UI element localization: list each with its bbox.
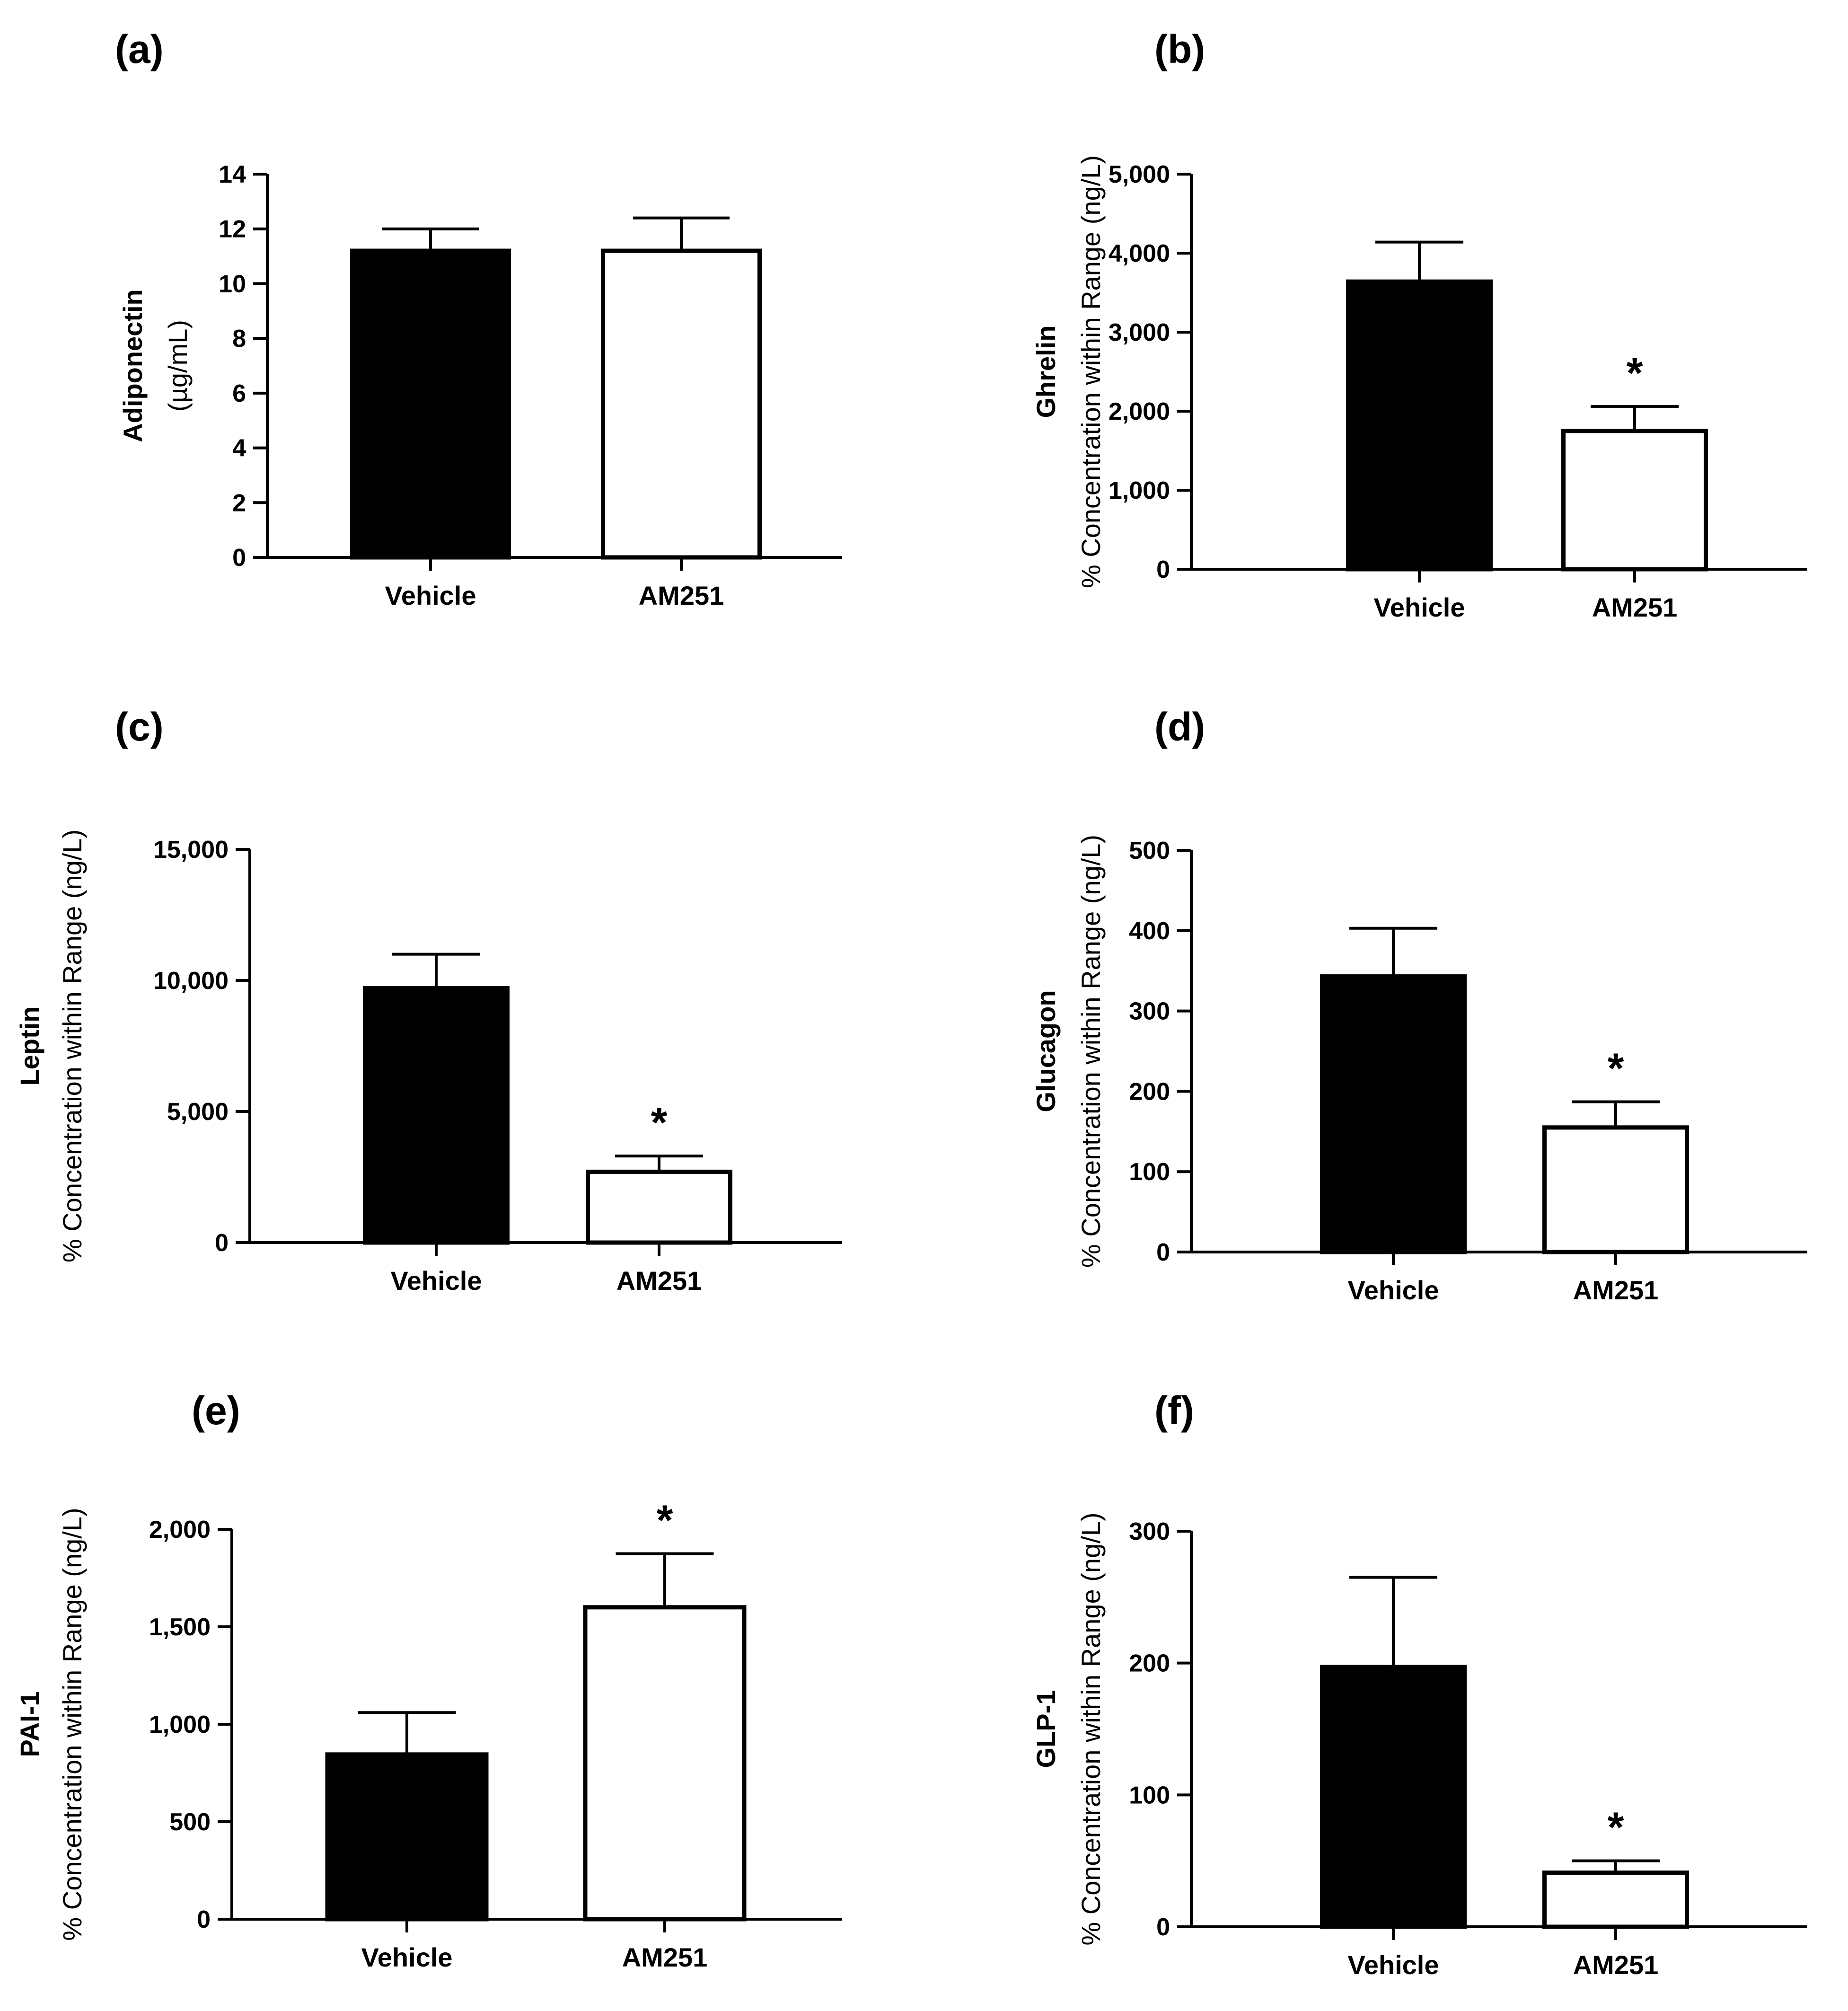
significance-star: * <box>1607 1045 1624 1092</box>
category-label-vehicle: Vehicle <box>1347 1950 1439 1980</box>
y-tick-label: 2,000 <box>1109 398 1170 425</box>
bar-am251 <box>1561 429 1708 572</box>
panel-label: (b) <box>1154 27 1205 71</box>
category-label-am251: AM251 <box>622 1942 708 1972</box>
y-axis-unit: % Concentration within Range (ng/L) <box>1076 1512 1106 1945</box>
y-tick-label: 10 <box>219 270 246 298</box>
panel-label: (d) <box>1154 705 1205 749</box>
bar-am251 <box>586 1169 732 1245</box>
y-axis-title: Leptin <box>15 1006 44 1086</box>
y-tick-label: 2,000 <box>149 1516 211 1544</box>
bar-vehicle <box>1346 279 1493 572</box>
bar-am251 <box>1542 1870 1689 1929</box>
category-label-am251: AM251 <box>1573 1950 1659 1980</box>
chart-panel-e: (e) * 0 500 1,000 1,500 2,000 Vehicle AM251 PAI-1… <box>15 1388 842 1972</box>
y-tick-label: 1,500 <box>149 1614 211 1641</box>
y-tick-label: 0 <box>215 1229 229 1257</box>
y-tick-label: 0 <box>1156 1239 1170 1266</box>
bar-am251 <box>583 1605 747 1922</box>
bar-vehicle <box>1320 1665 1467 1929</box>
category-label-am251: AM251 <box>616 1266 702 1296</box>
y-tick-label: 14 <box>219 161 246 188</box>
bar-am251 <box>1542 1125 1689 1254</box>
y-axis-title: GLP-1 <box>1031 1690 1061 1768</box>
y-tick-label: 300 <box>1129 998 1170 1025</box>
y-axis-title: PAI-1 <box>15 1692 44 1757</box>
y-tick-label: 5,000 <box>1109 161 1170 188</box>
category-label-vehicle: Vehicle <box>1373 592 1465 622</box>
bar-vehicle <box>325 1752 489 1922</box>
category-label-vehicle: Vehicle <box>390 1266 482 1296</box>
category-label-vehicle: Vehicle <box>385 581 476 610</box>
significance-star: * <box>656 1497 673 1544</box>
chart-panel-f: (f) * 0 100 200 300 Vehicle AM251 GLP-1 % Concent… <box>1031 1388 1807 1980</box>
y-tick-label: 15,000 <box>153 836 229 864</box>
category-label-vehicle: Vehicle <box>1347 1275 1439 1305</box>
y-tick-label: 4 <box>232 435 246 462</box>
y-tick-label: 6 <box>232 380 246 407</box>
category-label-am251: AM251 <box>639 581 724 610</box>
panel-label: (a) <box>115 27 164 71</box>
bar-vehicle <box>350 248 511 560</box>
y-tick-label: 10,000 <box>153 967 229 995</box>
chart-panel-b: (b) * 0 1,000 2,000 3,000 4,000 5,000 Vehicle AM2… <box>1031 27 1807 622</box>
y-tick-label: 0 <box>1156 556 1170 583</box>
category-label-am251: AM251 <box>1592 592 1678 622</box>
y-axis-title: Ghrelin <box>1031 325 1061 418</box>
y-tick-label: 200 <box>1129 1078 1170 1105</box>
panel-label: (f) <box>1154 1388 1194 1433</box>
y-tick-label: 100 <box>1129 1158 1170 1186</box>
y-axis-title: Adiponectin <box>118 289 148 442</box>
y-tick-label: 500 <box>1129 837 1170 864</box>
y-tick-label: 500 <box>169 1808 211 1836</box>
y-axis-unit: (µg/mL) <box>163 320 193 412</box>
y-tick-label: 0 <box>1156 1914 1170 1941</box>
bar-vehicle <box>363 986 510 1245</box>
category-label-am251: AM251 <box>1573 1275 1659 1305</box>
y-tick-label: 2 <box>232 489 246 517</box>
y-tick-label: 200 <box>1129 1650 1170 1677</box>
y-tick-label: 1,000 <box>1109 477 1170 504</box>
y-tick-label: 1,000 <box>149 1711 211 1738</box>
panel-label: (c) <box>115 705 164 749</box>
panel-label: (e) <box>192 1388 240 1433</box>
y-axis-title: Glucagon <box>1031 990 1061 1112</box>
y-tick-label: 3,000 <box>1109 319 1170 346</box>
bar-am251 <box>601 248 762 560</box>
y-tick-label: 400 <box>1129 917 1170 945</box>
chart-panel-a: (a) 0 2 4 6 8 10 12 14 Vehicle AM251 Adiponectin (µg… <box>115 27 842 610</box>
y-tick-label: 5,000 <box>167 1098 229 1126</box>
y-tick-label: 0 <box>197 1906 211 1933</box>
significance-star: * <box>1626 350 1643 397</box>
y-axis-unit: % Concentration within Range (ng/L) <box>57 1508 87 1940</box>
y-axis-unit: % Concentration within Range (ng/L) <box>57 829 87 1262</box>
significance-star: * <box>651 1099 667 1147</box>
chart-panel-c: (c) * 0 5,000 10,000 15,000 Vehicle AM251 Leptin… <box>15 705 842 1296</box>
y-tick-label: 8 <box>232 325 246 353</box>
category-label-vehicle: Vehicle <box>361 1942 452 1972</box>
y-axis-unit: % Concentration within Range (ng/L) <box>1076 155 1106 588</box>
bar-vehicle <box>1320 974 1467 1254</box>
y-tick-label: 4,000 <box>1109 240 1170 267</box>
y-tick-label: 0 <box>232 544 246 572</box>
chart-panel-d: (d) * 0 100 200 300 400 500 Vehicle AM251 Glucagon… <box>1031 705 1807 1305</box>
y-tick-label: 12 <box>219 216 246 243</box>
y-axis-unit: % Concentration within Range (ng/L) <box>1076 835 1106 1268</box>
y-tick-label: 100 <box>1129 1782 1170 1809</box>
y-tick-label: 300 <box>1129 1518 1170 1545</box>
significance-star: * <box>1607 1804 1624 1852</box>
